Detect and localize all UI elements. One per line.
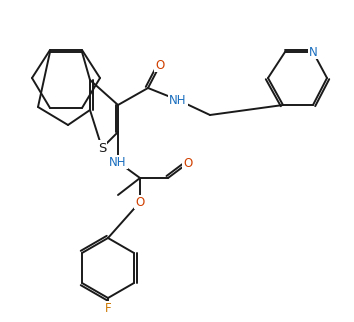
Text: O: O — [155, 59, 165, 71]
Text: O: O — [135, 195, 145, 209]
Text: O: O — [183, 156, 193, 169]
Text: S: S — [98, 141, 106, 155]
Text: N: N — [309, 45, 318, 59]
Text: NH: NH — [109, 156, 127, 168]
Text: F: F — [105, 301, 111, 315]
Text: NH: NH — [169, 93, 187, 107]
